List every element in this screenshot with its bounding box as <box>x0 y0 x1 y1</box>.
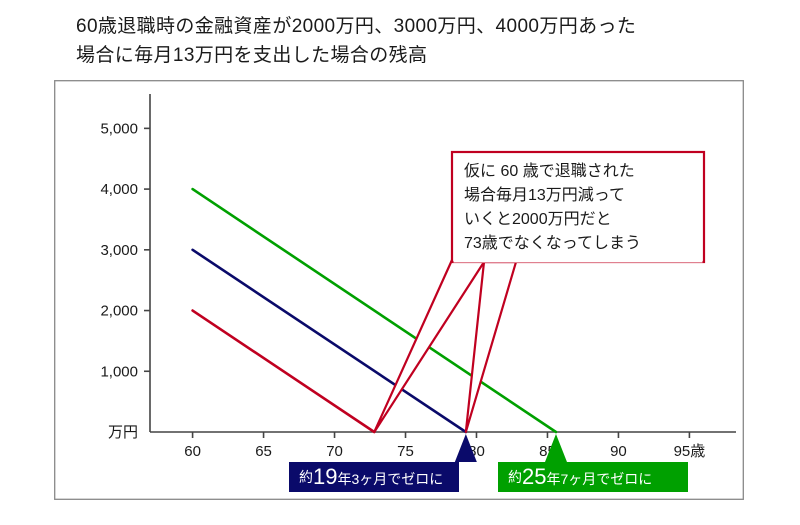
callout-text-line: いくと2000万円だと <box>464 211 612 228</box>
title-line-2: 場合に毎月13万円を支出した場合の残高 <box>76 45 427 66</box>
callout-text-line: 仮に 60 歳で退職された <box>464 162 635 180</box>
y-tick-label: 2,000 <box>100 303 138 320</box>
x-tick-label: 75 <box>397 443 414 460</box>
title-line-1: 60歳退職時の金融資産が2000万円、3000万円、4000万円あった <box>76 16 636 37</box>
y-unit-label: 万円 <box>108 424 138 441</box>
x-tick-label: 70 <box>326 443 343 460</box>
y-tick-label: 1,000 <box>100 363 138 380</box>
chart-svg: 1,0002,0003,0004,0005,000万円6065707580859… <box>54 80 744 500</box>
depletion-chart: 1,0002,0003,0004,0005,000万円6065707580859… <box>54 80 744 500</box>
y-tick-label: 5,000 <box>100 120 138 137</box>
x-tick-label: 95歳 <box>674 443 706 460</box>
x-tick-label: 90 <box>610 443 627 460</box>
callout-text-line: 場合毎月13万円減って <box>464 186 625 204</box>
y-tick-label: 3,000 <box>100 242 138 259</box>
chart-title: 60歳退職時の金融資産が2000万円、3000万円、4000万円あった 場合に毎… <box>76 12 736 71</box>
x-tick-label: 65 <box>255 443 272 460</box>
x-tick-label: 60 <box>184 443 201 460</box>
y-tick-label: 4,000 <box>100 181 138 198</box>
callout-text-line: 73歳でなくなってしまう <box>464 234 641 252</box>
